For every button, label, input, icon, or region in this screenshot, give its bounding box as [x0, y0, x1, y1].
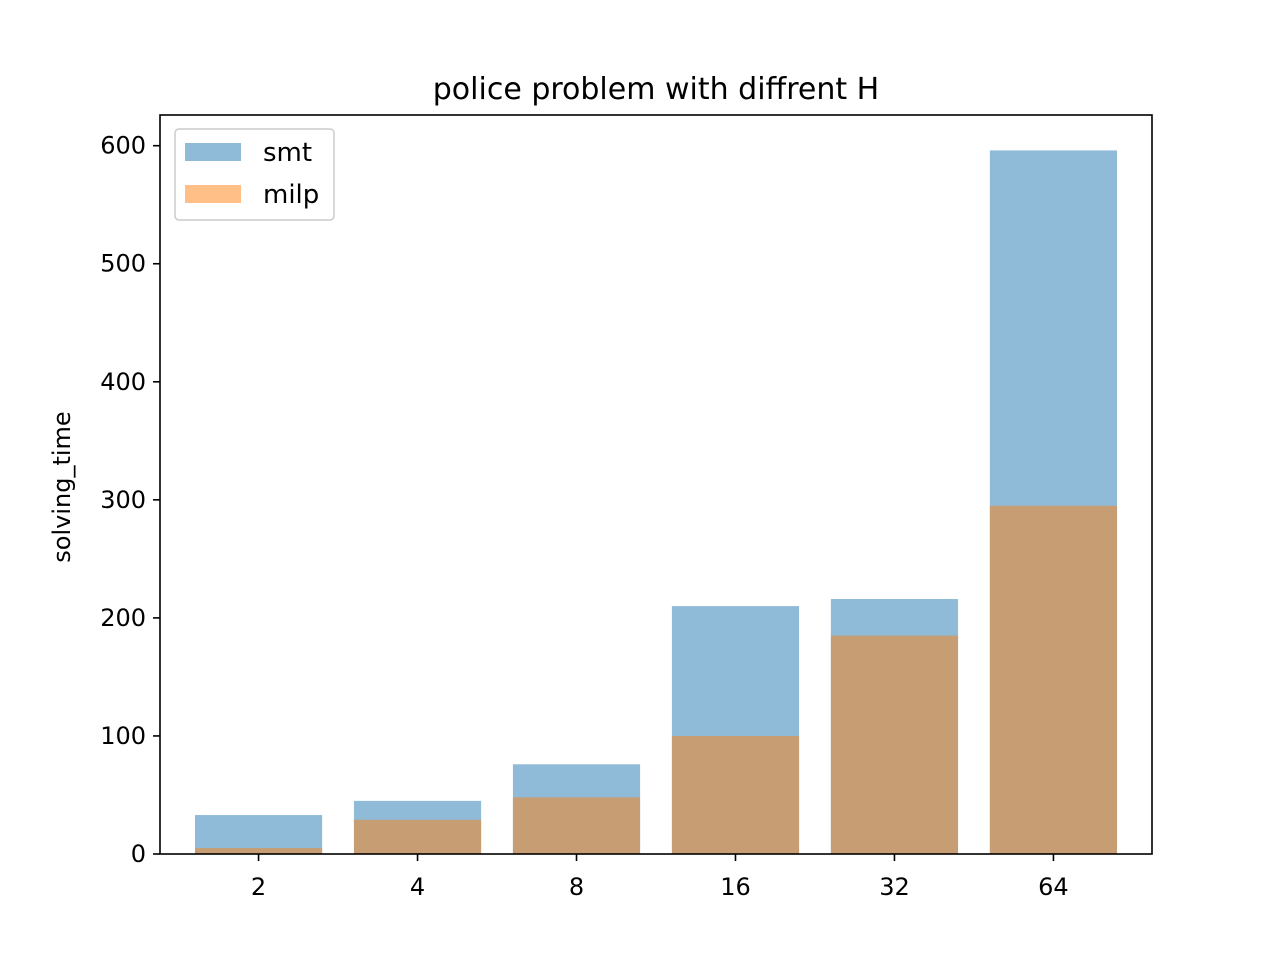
- bars-group: [194, 150, 1118, 854]
- legend-label-smt: smt: [263, 138, 312, 168]
- bar-milp-64: [989, 505, 1118, 854]
- plot-frame: [159, 114, 1153, 855]
- legend-swatch-smt: [185, 143, 241, 161]
- bar-milp-2: [194, 848, 323, 854]
- x-tick-label: 8: [569, 873, 584, 901]
- legend-label-milp: milp: [263, 180, 319, 210]
- y-axis-label: solving_time: [48, 411, 76, 562]
- x-tick-label: 2: [251, 873, 266, 901]
- x-tick-label: 32: [879, 873, 910, 901]
- bar-smt-2: [194, 815, 323, 854]
- y-tick-label: 300: [100, 486, 146, 514]
- x-tick-label: 64: [1038, 873, 1069, 901]
- legend: smt milp: [174, 128, 335, 221]
- y-tick-label: 500: [100, 250, 146, 278]
- chart-title: police problem with diffrent H: [433, 72, 879, 107]
- bar-milp-8: [512, 797, 641, 854]
- y-axis-ticks: 0 100 200 300 400 500 600: [100, 132, 160, 868]
- x-tick-label: 16: [720, 873, 751, 901]
- y-tick-label: 400: [100, 368, 146, 396]
- legend-swatch-milp: [185, 185, 241, 203]
- y-tick-label: 200: [100, 604, 146, 632]
- x-axis-ticks: 2 4 8 16 32 64: [251, 854, 1069, 901]
- x-tick-label: 4: [410, 873, 425, 901]
- y-tick-label: 0: [131, 840, 146, 868]
- bar-milp-16: [671, 735, 800, 854]
- y-tick-label: 100: [100, 722, 146, 750]
- bar-milp-32: [830, 635, 959, 854]
- bar-milp-4: [353, 819, 482, 854]
- y-tick-label: 600: [100, 132, 146, 160]
